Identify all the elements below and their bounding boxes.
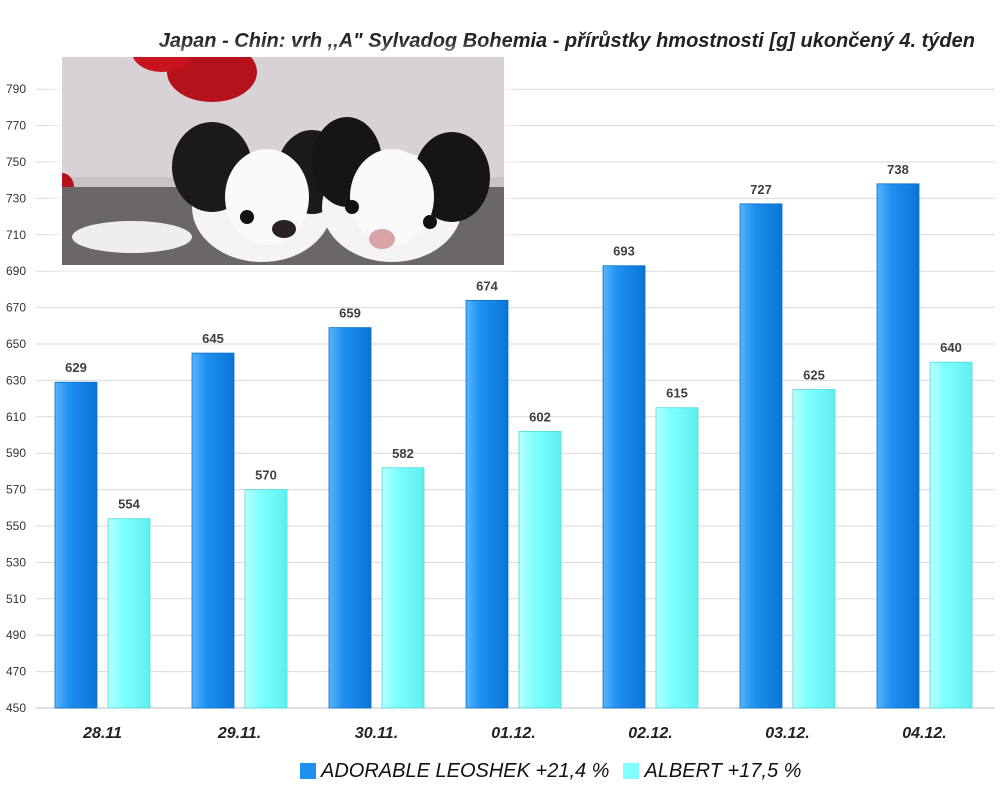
y-tick-label: 670 <box>6 301 26 315</box>
data-label-series-1: 674 <box>476 278 498 293</box>
chart-title: Japan - Chin: vrh ,,A" Sylvadog Bohemia … <box>158 30 975 52</box>
bar-series-1 <box>876 183 920 709</box>
legend-item-series-1: ADORABLE LEOSHEK +21,4 % <box>300 760 609 783</box>
x-tick-label: 28.11 <box>82 725 122 742</box>
x-tick-label: 01.12. <box>491 725 535 742</box>
x-tick-label: 02.12. <box>628 725 672 742</box>
data-label-series-1: 629 <box>65 360 87 375</box>
bar-series-2 <box>381 467 425 709</box>
bar-series-2 <box>792 389 836 709</box>
puppies-photo <box>62 57 504 265</box>
y-tick-label: 550 <box>6 519 26 533</box>
data-label-series-1: 693 <box>613 244 635 259</box>
y-tick-label: 510 <box>6 592 26 606</box>
y-tick-label: 770 <box>6 119 26 133</box>
y-axis-ticks: 450 470 490 510 530 550 570 590 610 630 650 670 690 7… <box>6 82 26 715</box>
y-tick-label: 530 <box>6 555 26 569</box>
bar-series-1 <box>465 299 509 709</box>
legend-label-series-2: ALBERT +17,5 % <box>644 759 802 782</box>
legend: ADORABLE LEOSHEK +21,4 % ALBERT +17,5 % <box>300 758 815 784</box>
legend-swatch-series-2 <box>623 763 640 779</box>
bar-series-1 <box>602 265 646 709</box>
x-tick-label: 30.11. <box>355 725 398 742</box>
y-tick-label: 690 <box>6 264 26 278</box>
bar-series-2 <box>929 361 973 709</box>
y-tick-label: 750 <box>6 155 26 169</box>
x-tick-label: 04.12. <box>902 725 946 742</box>
y-tick-label: 710 <box>6 228 26 242</box>
bar-series-1 <box>328 327 372 709</box>
bar-series-1 <box>739 203 783 709</box>
bar-series-2 <box>244 489 288 709</box>
data-labels: 629 554 645 570 659 582 674 602 693 615 727 625 738 6… <box>65 162 962 512</box>
y-tick-label: 650 <box>6 337 26 351</box>
data-label-series-1: 727 <box>750 182 772 197</box>
data-label-series-2: 554 <box>118 497 140 512</box>
bar-series-2 <box>655 407 699 709</box>
y-tick-label: 570 <box>6 483 26 497</box>
y-tick-label: 450 <box>6 701 26 715</box>
bar-series-2 <box>518 430 562 709</box>
legend-label-series-1: ADORABLE LEOSHEK +21,4 % <box>321 759 610 782</box>
data-label-series-2: 615 <box>666 386 688 401</box>
bar-series-1 <box>54 381 98 709</box>
y-tick-label: 590 <box>6 446 26 460</box>
x-tick-label: 29.11. <box>217 725 261 742</box>
data-label-series-2: 582 <box>392 446 414 461</box>
y-tick-label: 610 <box>6 410 26 424</box>
data-label-series-2: 570 <box>255 468 277 483</box>
y-tick-label: 630 <box>6 373 26 387</box>
bars <box>54 183 973 709</box>
data-label-series-2: 602 <box>529 409 551 424</box>
y-tick-label: 790 <box>6 82 26 96</box>
data-label-series-2: 640 <box>940 340 962 355</box>
y-tick-label: 490 <box>6 628 26 642</box>
data-label-series-1: 738 <box>887 162 909 177</box>
y-tick-label: 470 <box>6 665 26 679</box>
legend-item-series-2: ALBERT +17,5 % <box>623 760 801 783</box>
legend-swatch-series-1 <box>300 763 316 779</box>
y-tick-label: 730 <box>6 191 26 205</box>
data-label-series-1: 645 <box>202 331 224 346</box>
data-label-series-1: 659 <box>339 306 361 321</box>
x-tick-label: 03.12. <box>765 725 809 742</box>
data-label-series-2: 625 <box>803 368 825 383</box>
x-axis-ticks: 28.11 29.11. 30.11. 01.12. 02.12. 03.12. 04.12… <box>82 725 947 742</box>
bar-series-1 <box>191 352 235 709</box>
bar-series-2 <box>107 518 151 709</box>
